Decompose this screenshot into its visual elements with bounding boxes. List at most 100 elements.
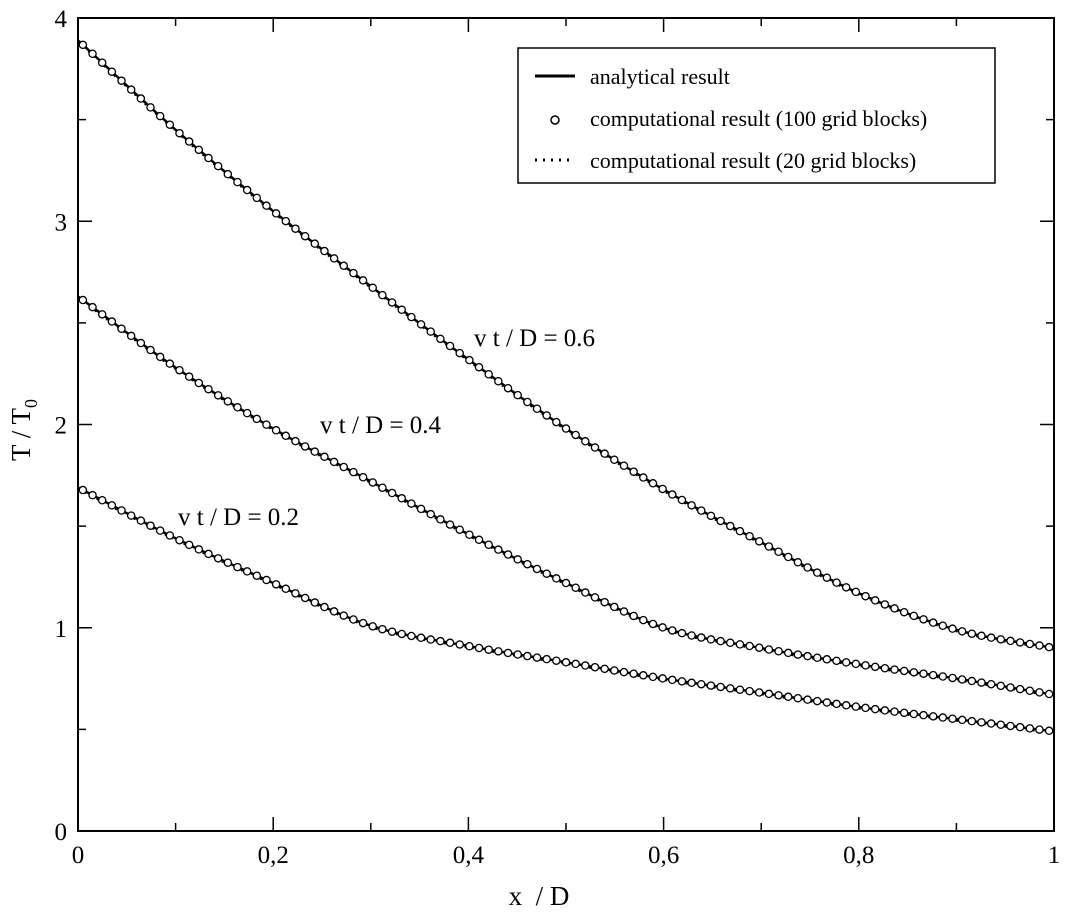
fine-grid-point — [716, 636, 725, 646]
fine-grid-point — [803, 695, 812, 704]
fine-grid-point — [484, 540, 493, 549]
fine-grid-point — [126, 85, 136, 94]
fine-grid-point — [890, 665, 899, 674]
fine-grid-point — [755, 688, 764, 697]
fine-grid-point — [465, 530, 474, 540]
fine-grid-point — [861, 591, 870, 601]
y-axis-title-subscript: 0 — [21, 399, 41, 408]
fine-grid-point — [484, 369, 493, 379]
y-tick-label: 1 — [55, 616, 68, 643]
fine-grid-point — [793, 693, 803, 703]
fine-grid-point — [252, 571, 262, 580]
y-tick-label: 4 — [55, 6, 68, 33]
fine-grid-point — [919, 710, 928, 720]
fine-grid-point — [600, 449, 609, 458]
fine-grid-point — [668, 490, 677, 499]
fine-grid-point — [242, 185, 252, 195]
fine-grid-point — [890, 604, 899, 613]
fine-grid-point — [339, 261, 349, 271]
fine-grid-point — [107, 67, 117, 76]
fine-grid-point — [291, 224, 300, 233]
x-tick-label: 0,8 — [843, 842, 874, 869]
fine-grid-point — [397, 494, 406, 503]
fine-grid-point — [1006, 683, 1015, 692]
fine-grid-point — [755, 537, 764, 546]
fine-grid-point — [726, 521, 735, 531]
fine-grid-point — [687, 678, 696, 688]
fine-grid-point — [822, 698, 832, 707]
fine-grid-point — [320, 602, 329, 612]
axis-ticks: 0 0,2 0,4 0,6 0,8 1 0 1 2 3 4 — [55, 6, 1061, 869]
fine-grid-point — [281, 431, 291, 441]
fine-grid-point — [870, 596, 880, 605]
fine-grid-point — [812, 653, 822, 663]
fine-grid-point — [880, 706, 890, 715]
fine-grid-point — [590, 662, 600, 672]
fine-grid-point — [783, 648, 793, 658]
fine-grid-point — [455, 525, 464, 534]
fine-grid-point — [436, 334, 445, 344]
fine-grid-point — [977, 631, 986, 641]
fine-grid-point — [271, 580, 281, 589]
fine-grid-point — [658, 674, 667, 683]
fine-grid-point — [175, 535, 184, 545]
fine-grid-point — [233, 562, 242, 572]
fine-grid-point — [967, 629, 977, 638]
fine-grid-point — [320, 246, 329, 256]
fine-grid-point — [812, 696, 822, 706]
fine-grid-point — [619, 607, 629, 616]
fine-grid-point — [697, 506, 706, 515]
fine-grid-point — [532, 564, 542, 574]
fine-grid-point — [146, 345, 155, 355]
fine-grid-point — [841, 658, 851, 667]
fine-grid-point — [97, 58, 107, 67]
fine-grid-point — [832, 578, 841, 587]
fine-grid-point — [165, 120, 175, 129]
fine-grid-point — [252, 193, 262, 203]
fine-grid-point — [909, 709, 919, 719]
fine-grid-point — [581, 588, 590, 597]
fine-grid-point — [155, 111, 165, 121]
fine-grid-point — [832, 699, 841, 709]
fine-grid-point — [455, 348, 464, 358]
fine-grid-point — [745, 686, 754, 696]
fine-grid-point — [648, 672, 658, 682]
fine-grid-point — [706, 511, 716, 521]
fine-grid-point — [368, 283, 377, 293]
fine-grid-point — [581, 437, 590, 446]
fine-grid-point — [774, 691, 783, 700]
fine-grid-point — [465, 355, 474, 365]
fine-grid-point — [948, 673, 957, 683]
fine-grid-point — [291, 589, 300, 598]
fine-grid-point — [262, 575, 271, 585]
fine-grid-point — [783, 692, 793, 702]
fine-grid-point — [600, 664, 609, 674]
fine-grid-point — [590, 593, 600, 602]
x-tick-label: 0 — [72, 842, 85, 869]
fine-grid-point — [697, 633, 706, 642]
fine-grid-point — [967, 676, 977, 686]
fine-grid-point — [97, 310, 107, 319]
fine-grid-point — [387, 488, 397, 498]
fine-grid-point — [648, 619, 658, 629]
fine-grid-point — [919, 669, 928, 678]
fine-grid-point — [1006, 721, 1015, 731]
fine-grid-point — [213, 554, 223, 563]
fine-grid-point — [474, 643, 484, 653]
fine-grid-point — [977, 678, 986, 687]
fine-grid-point — [397, 305, 406, 315]
fine-grid-point — [706, 635, 716, 644]
fine-grid-point — [194, 545, 204, 554]
fine-grid-point — [561, 658, 571, 667]
fine-grid-point — [986, 679, 996, 689]
fine-grid-point — [455, 640, 464, 649]
fine-grid-point — [726, 638, 735, 648]
fine-grid-point — [928, 670, 938, 680]
fine-grid-point — [271, 426, 281, 435]
fine-grid-point — [445, 341, 455, 351]
x-tick-label: 0,2 — [258, 842, 289, 869]
fine-grid-point — [687, 501, 696, 510]
fine-grid-point — [523, 559, 532, 569]
x-tick-label: 1 — [1048, 842, 1061, 869]
fine-grid-point — [78, 295, 88, 305]
